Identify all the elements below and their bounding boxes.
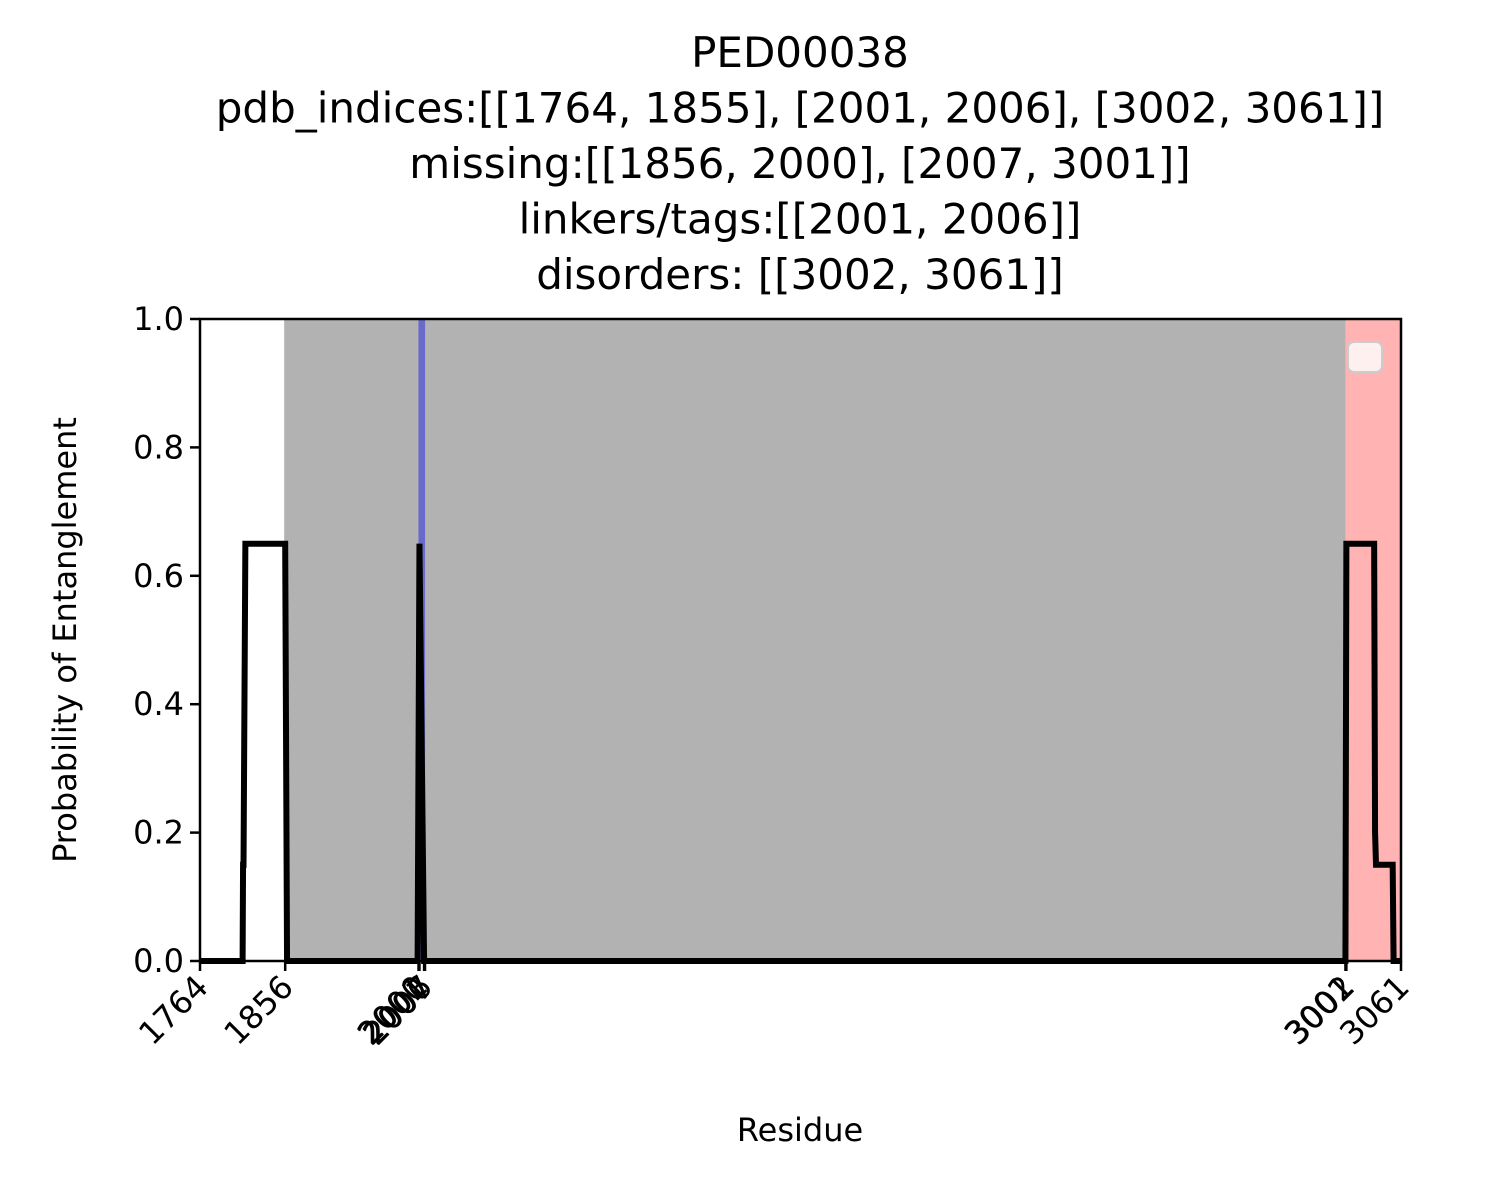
- title-line: pdb_indices:[[1764, 1855], [2001, 2006],…: [216, 84, 1384, 133]
- shaded-regions: [284, 318, 1402, 962]
- data-series: [200, 540, 1401, 964]
- title-line: linkers/tags:[[2001, 2006]]: [519, 195, 1082, 244]
- x-axis-label: Residue: [737, 1111, 863, 1149]
- legend-box: [1347, 341, 1383, 373]
- title-line: disorders: [[3002, 3061]]: [536, 250, 1064, 299]
- y-tick-label: 0.4: [133, 685, 184, 723]
- series-line: [200, 540, 1401, 964]
- chart-title: PED00038 pdb_indices:[[1764, 1855], [2001…: [216, 28, 1384, 299]
- region-missing: [284, 318, 420, 962]
- y-tick-label: 0.8: [133, 428, 184, 466]
- y-tick-label: 0.0: [133, 942, 184, 980]
- y-axis-label: Probability of Entanglement: [46, 417, 84, 863]
- y-tick-label: 1.0: [133, 300, 184, 338]
- title-line: PED00038: [691, 28, 909, 77]
- title-line: missing:[[1856, 2000], [2007, 3001]]: [409, 139, 1190, 188]
- y-tick-label: 0.2: [133, 814, 184, 852]
- region-missing: [424, 318, 1347, 962]
- y-axis: 0.0 0.2 0.4 0.6 0.8 1.0: [133, 300, 200, 980]
- y-tick-label: 0.6: [133, 557, 184, 595]
- plot-frame: [198, 317, 1403, 963]
- x-tick-label: 1856: [216, 968, 300, 1052]
- x-tick-label: 1764: [131, 968, 215, 1052]
